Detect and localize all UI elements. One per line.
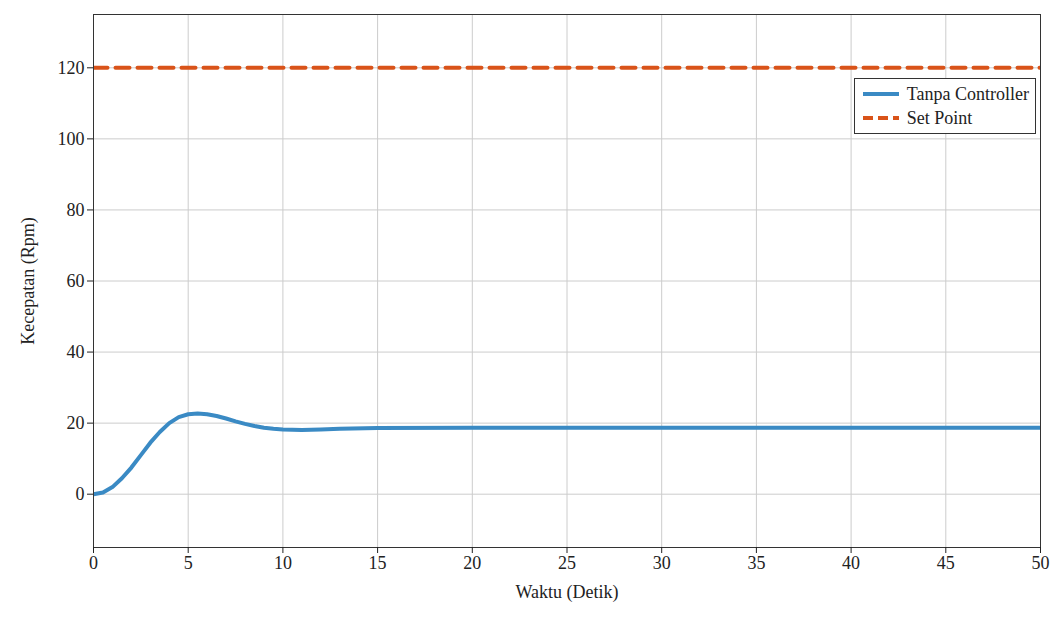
svg-text:60: 60: [67, 271, 85, 291]
svg-text:20: 20: [463, 553, 481, 573]
html-text:Tanpa Controller: Tanpa Controller: [906, 83, 1029, 104]
svg-text:25: 25: [558, 553, 576, 573]
svg-text:40: 40: [842, 553, 860, 573]
svg-text:40: 40: [67, 342, 85, 362]
svg-text:35: 35: [747, 553, 765, 573]
svg-text:30: 30: [653, 553, 671, 573]
svg-text:0: 0: [76, 484, 85, 504]
svg-text:100: 100: [58, 129, 85, 149]
svg-text:80: 80: [67, 200, 85, 220]
svg-text:45: 45: [937, 553, 955, 573]
html-text:Set Point: Set Point: [906, 107, 973, 128]
svg-text:Waktu (Detik): Waktu (Detik): [515, 582, 618, 603]
svg-text:5: 5: [184, 553, 193, 573]
svg-text:120: 120: [58, 58, 85, 78]
svg-text:15: 15: [369, 553, 387, 573]
svg-text:Kecepatan (Rpm): Kecepatan (Rpm): [18, 217, 39, 344]
svg-text:10: 10: [274, 553, 292, 573]
svg-text:0: 0: [89, 553, 98, 573]
svg-text:20: 20: [67, 413, 85, 433]
svg-text:50: 50: [1032, 553, 1050, 573]
